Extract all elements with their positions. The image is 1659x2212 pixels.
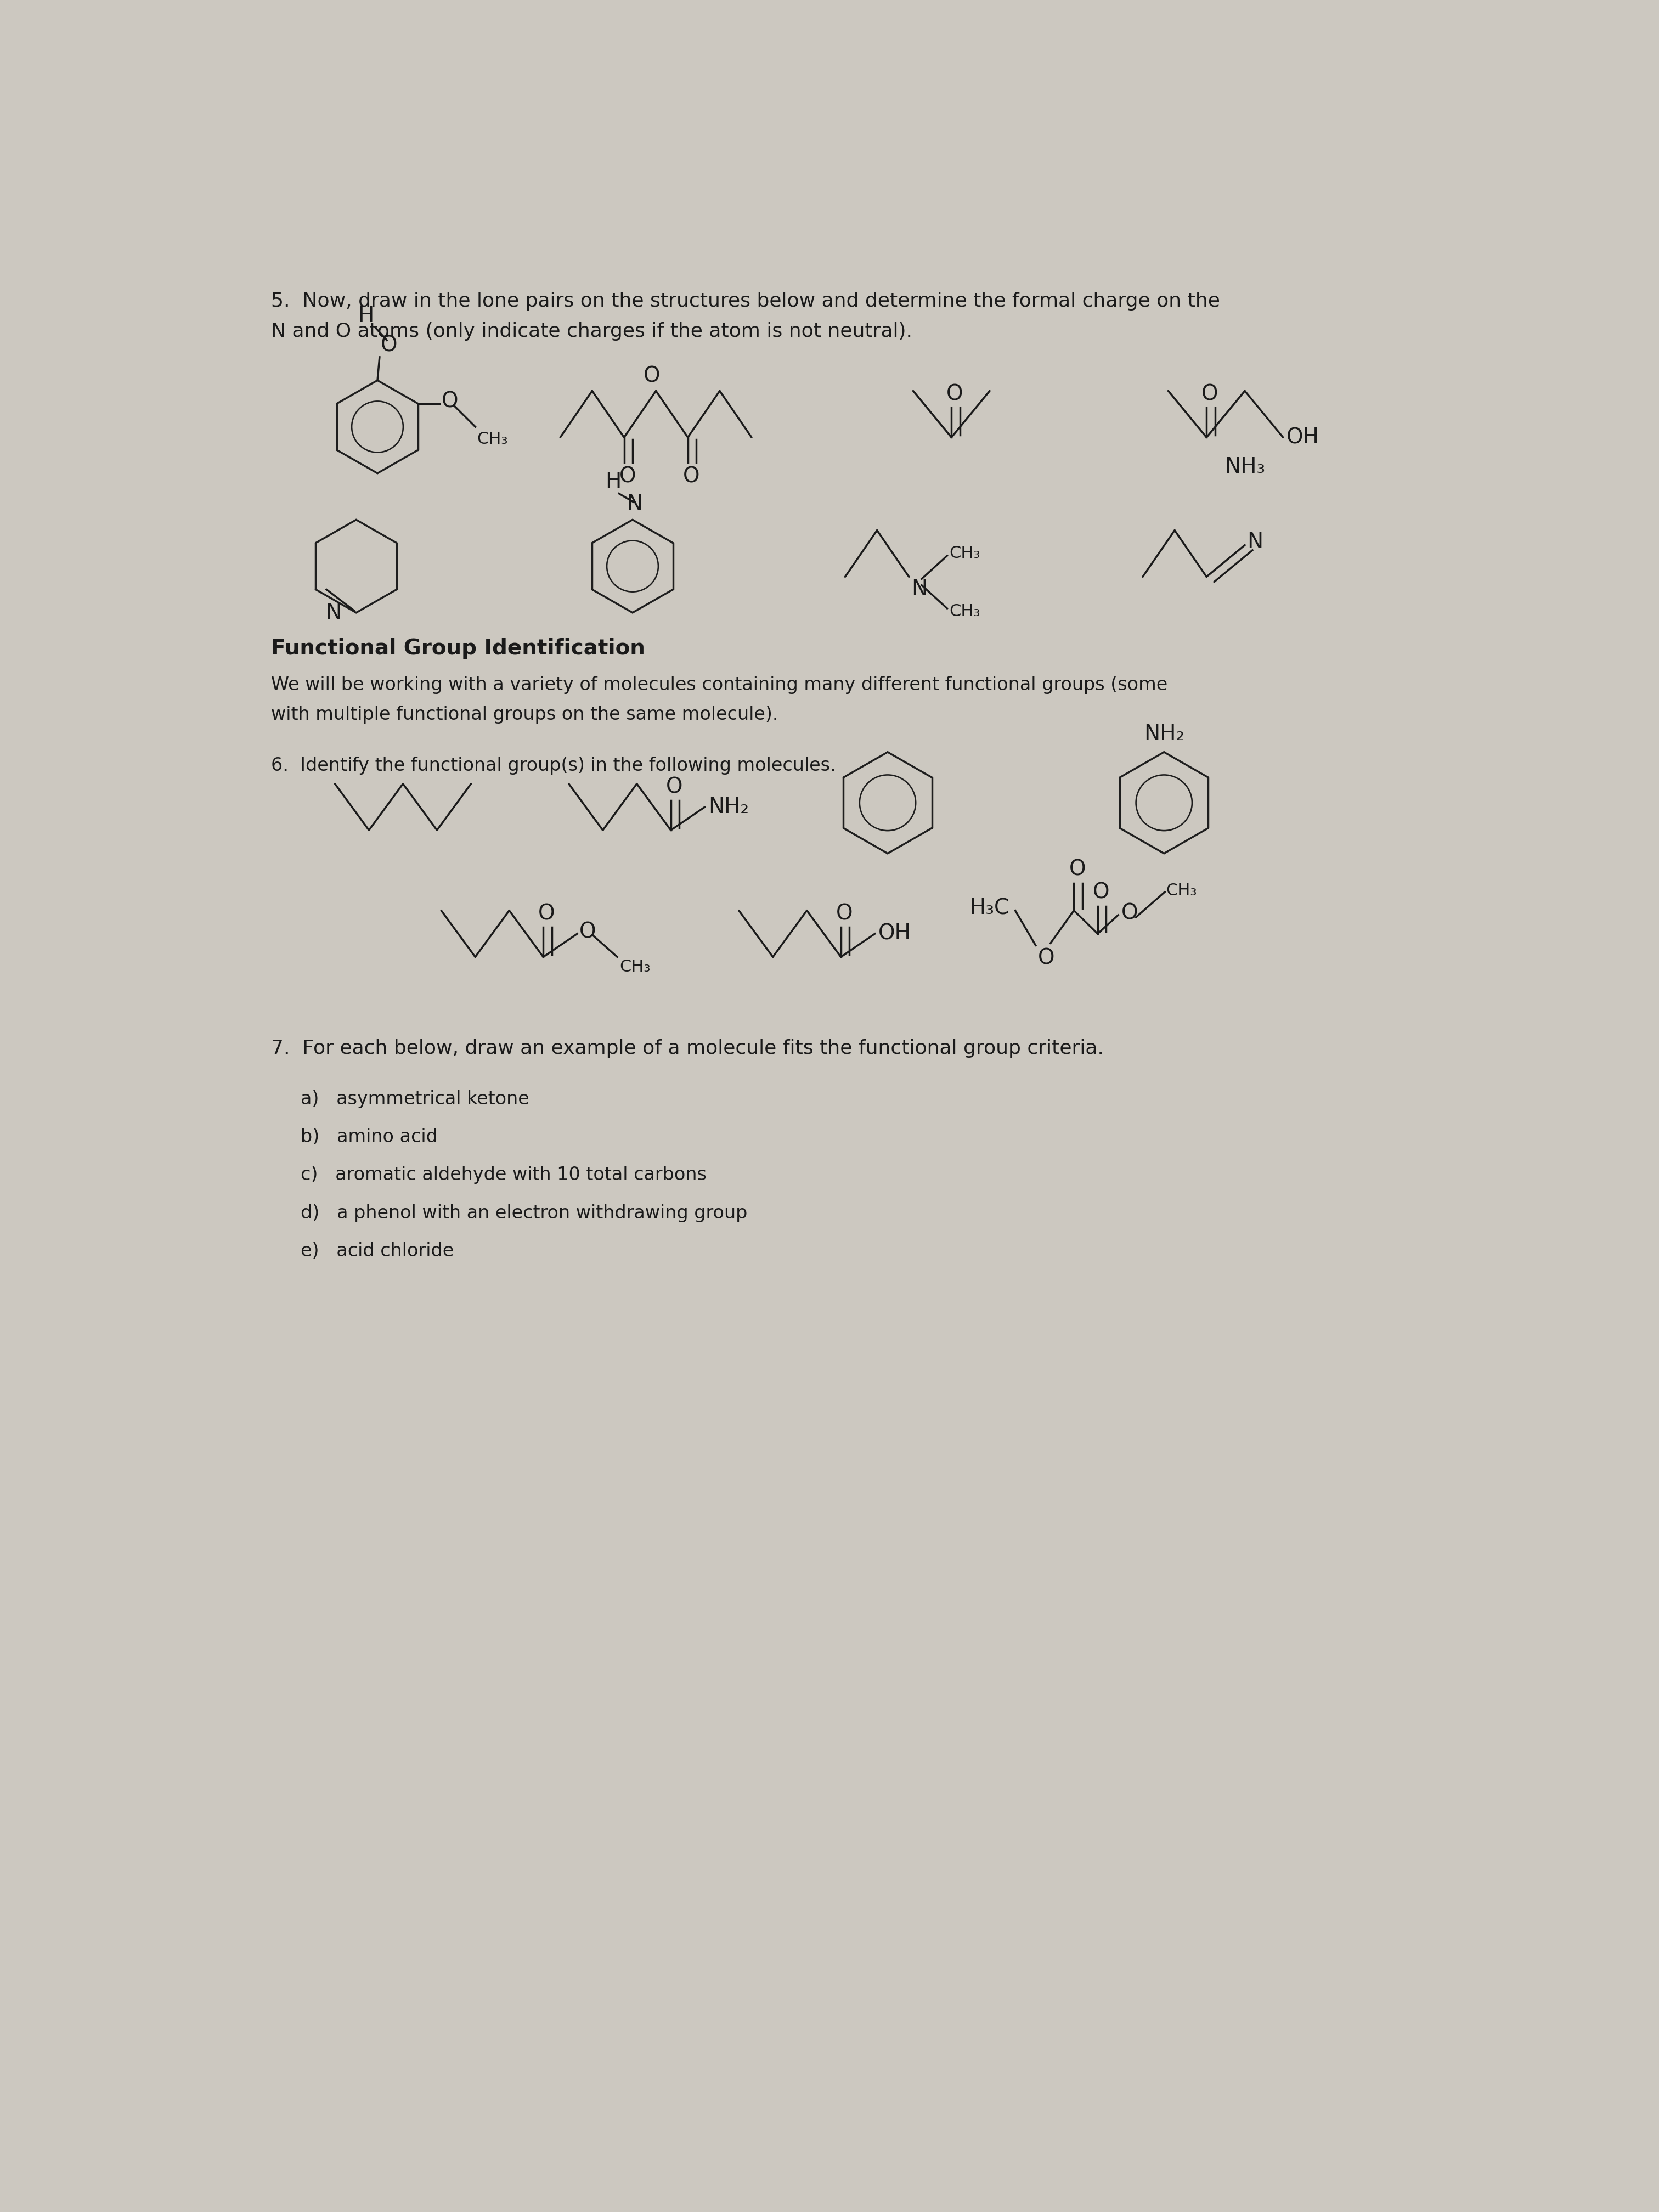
Text: O: O (1201, 383, 1218, 405)
Text: OH: OH (878, 922, 911, 945)
Text: CH₃: CH₃ (619, 960, 650, 975)
Text: OH: OH (1286, 427, 1319, 447)
Text: O: O (382, 334, 398, 356)
Text: We will be working with a variety of molecules containing many different functio: We will be working with a variety of mol… (270, 677, 1168, 723)
Text: N: N (1248, 531, 1262, 553)
Text: O: O (538, 902, 556, 925)
Text: O: O (1093, 883, 1110, 902)
Text: O: O (684, 467, 700, 487)
Text: NH₂: NH₂ (708, 796, 748, 818)
Text: O: O (1039, 947, 1055, 969)
Text: N: N (627, 493, 642, 515)
Text: b)   amino acid: b) amino acid (300, 1128, 438, 1146)
Text: Functional Group Identification: Functional Group Identification (270, 637, 645, 659)
Text: 7.  For each below, draw an example of a molecule fits the functional group crit: 7. For each below, draw an example of a … (270, 1040, 1103, 1057)
Text: O: O (836, 902, 853, 925)
Text: c)   aromatic aldehyde with 10 total carbons: c) aromatic aldehyde with 10 total carbo… (300, 1166, 707, 1183)
Text: O: O (1068, 858, 1085, 880)
Text: e)   acid chloride: e) acid chloride (300, 1243, 455, 1261)
Text: H: H (358, 305, 373, 327)
Text: d)   a phenol with an electron withdrawing group: d) a phenol with an electron withdrawing… (300, 1203, 748, 1223)
Text: O: O (644, 365, 660, 387)
Text: NH₂: NH₂ (1143, 723, 1185, 745)
Text: O: O (441, 392, 458, 411)
Text: O: O (1121, 902, 1138, 922)
Text: O: O (619, 467, 635, 487)
Text: CH₃: CH₃ (1166, 883, 1196, 898)
Text: 5.  Now, draw in the lone pairs on the structures below and determine the formal: 5. Now, draw in the lone pairs on the st… (270, 292, 1219, 341)
Text: CH₃: CH₃ (949, 546, 980, 562)
Text: O: O (947, 383, 964, 405)
Text: O: O (579, 920, 596, 942)
Text: H: H (606, 471, 622, 493)
Text: 6.  Identify the functional group(s) in the following molecules.: 6. Identify the functional group(s) in t… (270, 757, 836, 774)
Text: NH₃: NH₃ (1224, 456, 1266, 478)
Text: a)   asymmetrical ketone: a) asymmetrical ketone (300, 1091, 529, 1108)
Text: N: N (325, 602, 342, 624)
Text: H₃C: H₃C (969, 898, 1009, 918)
Text: N: N (911, 580, 927, 599)
Text: O: O (665, 776, 682, 796)
Text: CH₃: CH₃ (949, 604, 980, 619)
Text: CH₃: CH₃ (476, 431, 508, 447)
